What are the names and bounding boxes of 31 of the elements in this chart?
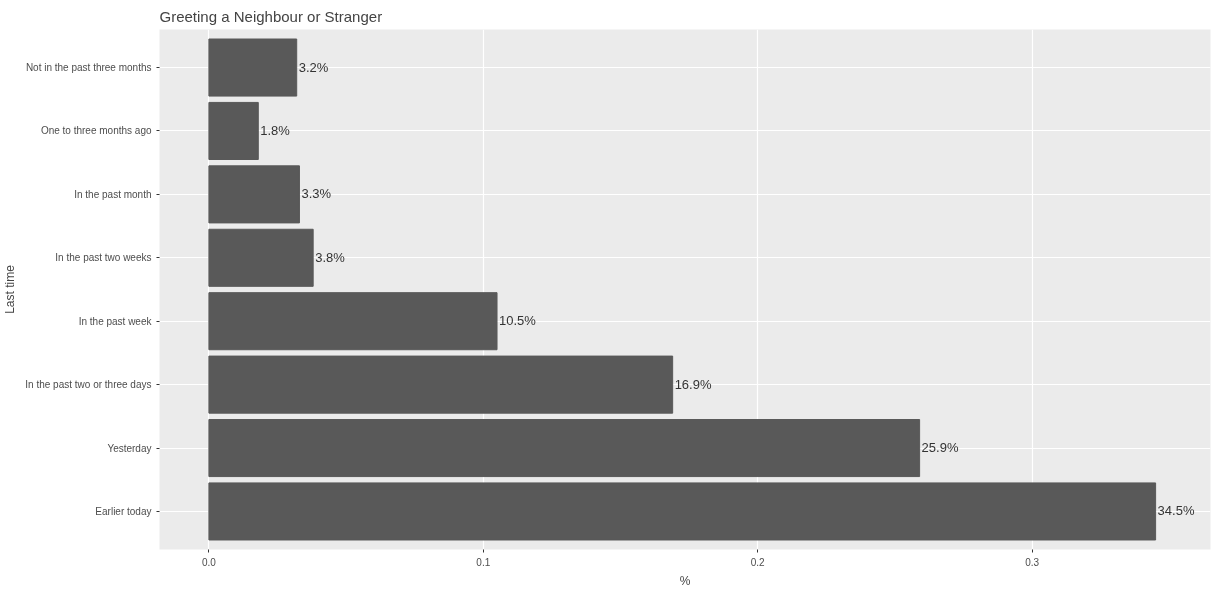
x-tick-label: 0.3 — [1025, 556, 1040, 568]
data-label: 3.2% — [298, 59, 329, 75]
bar — [208, 38, 298, 97]
y-tick-label: One to three months ago — [40, 125, 152, 137]
y-tick-label: In the past two or three days — [25, 379, 152, 391]
bar — [208, 228, 314, 287]
data-label: 10.5% — [499, 313, 537, 329]
y-tick-label: Not in the past three months — [25, 62, 152, 74]
bar — [208, 292, 498, 351]
bar — [208, 355, 674, 414]
data-label: 34.5% — [1157, 503, 1195, 519]
bar — [208, 101, 259, 160]
data-label: 3.8% — [315, 249, 346, 265]
x-axis-title: % — [679, 573, 691, 588]
bar — [208, 482, 1157, 541]
x-tick-label: 0.1 — [476, 556, 491, 568]
x-tick-label: 0.0 — [201, 556, 217, 568]
data-label: 3.3% — [301, 186, 332, 202]
y-tick-label: Yesterday — [107, 442, 152, 454]
data-label: 25.9% — [921, 440, 959, 456]
chart-title: Greeting a Neighbour or Stranger — [159, 7, 383, 25]
data-label: 1.8% — [260, 122, 291, 138]
bar — [208, 419, 921, 478]
y-tick-label: In the past week — [78, 315, 153, 327]
y-tick-label: In the past month — [74, 188, 152, 200]
bar — [208, 165, 300, 224]
y-tick-label: In the past two weeks — [55, 252, 152, 264]
y-axis-title: Last time — [3, 264, 18, 314]
x-tick-label: 0.2 — [750, 556, 766, 568]
y-tick-label: Earlier today — [95, 505, 152, 517]
data-label: 16.9% — [674, 376, 712, 392]
